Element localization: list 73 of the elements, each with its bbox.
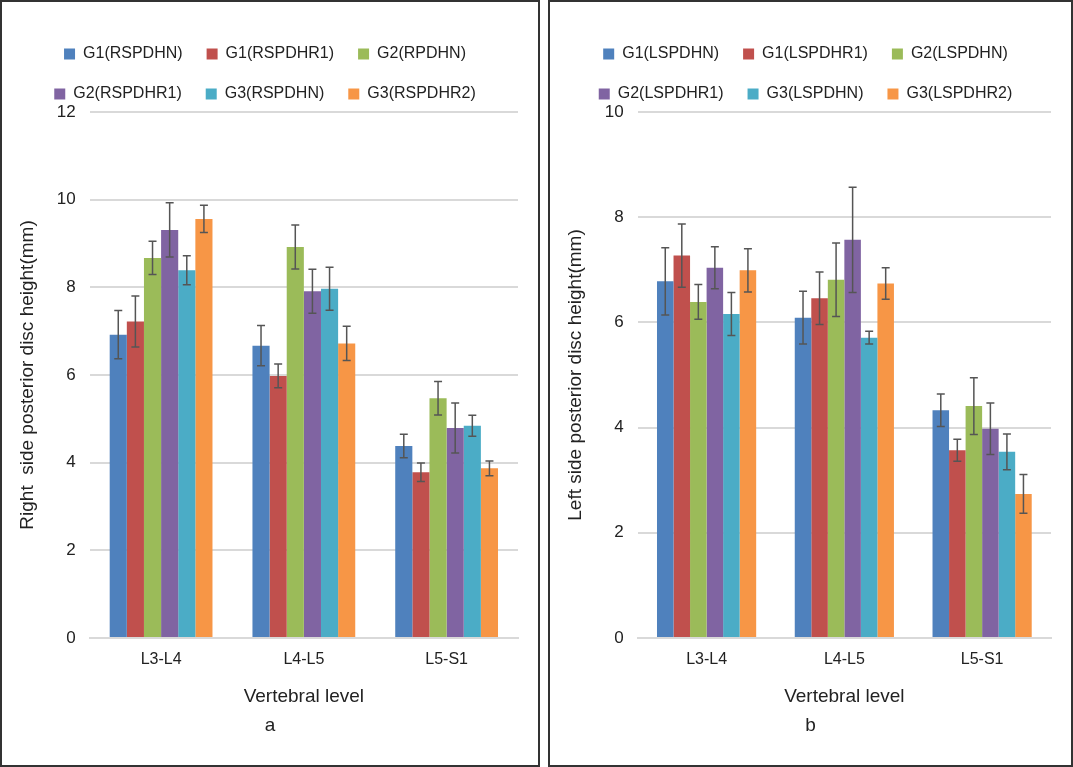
bar (126, 321, 144, 637)
y-tick-label: 2 (614, 522, 624, 542)
x-tick-label: L3-L4 (140, 650, 182, 668)
legend-label: G3(LSPDHR2) (906, 84, 1013, 102)
bar (844, 239, 861, 637)
y-tick-label: 8 (66, 277, 76, 297)
bar (252, 345, 270, 637)
bar (1015, 493, 1032, 637)
bar (965, 406, 983, 637)
bar (412, 472, 430, 637)
y-tick-label: 4 (66, 452, 76, 472)
y-tick-label: 12 (56, 101, 76, 121)
bar (982, 428, 999, 637)
bar (932, 410, 950, 637)
bar (723, 313, 740, 637)
legend-label: G2(LSPDHR1) (617, 84, 724, 102)
bar (860, 337, 878, 637)
x-tick-label: L5-S1 (960, 650, 1004, 668)
legend-label: G2(RSPDHR1) (73, 84, 182, 102)
bar (998, 451, 1016, 637)
y-tick-label: 0 (614, 627, 624, 647)
x-tick-label: L5-S1 (425, 650, 469, 668)
x-tick-label: L4-L5 (283, 650, 325, 668)
y-tick-label: 6 (614, 312, 624, 332)
bar (303, 291, 321, 637)
bar (706, 267, 724, 637)
bar (827, 279, 845, 637)
y-tick-label: 8 (614, 206, 624, 226)
bar (395, 446, 413, 637)
bar (338, 343, 356, 637)
legend-label: G3(LSPDHN) (766, 84, 864, 102)
x-axis-title: Vertebral level (784, 684, 905, 706)
bar (949, 450, 966, 637)
y-axis-title: Left side posterior disc height(mm) (563, 229, 585, 521)
x-axis-title: Vertebral level (243, 684, 365, 706)
bar (320, 288, 339, 637)
legend-label: G1(RSPDHN) (83, 44, 183, 62)
y-axis-title: Right side posterior disc height(mm) (15, 220, 37, 530)
bar (480, 468, 499, 637)
bar (286, 247, 304, 637)
legend-label: G3(RSPDHR2) (367, 84, 476, 102)
y-tick-label: 10 (56, 189, 76, 209)
bar (690, 301, 707, 637)
bar (739, 270, 757, 637)
y-tick-label: 4 (614, 417, 624, 437)
legend-label: G2(LSPDHN) (910, 44, 1008, 62)
bar (269, 375, 287, 637)
bar (143, 257, 162, 637)
legend-label: G2(RPDHN) (377, 44, 466, 62)
bar (446, 428, 464, 637)
text: a (263, 714, 277, 736)
y-tick-label: 0 (66, 627, 76, 647)
y-tick-label: 10 (604, 101, 624, 121)
bar (429, 398, 447, 637)
bar (794, 317, 812, 637)
bar (463, 425, 481, 637)
bar (657, 281, 674, 637)
legend-label: G1(LSPDHN) (622, 44, 720, 62)
bar (877, 283, 894, 637)
y-tick-label: 6 (66, 364, 76, 384)
x-tick-label: L3-L4 (686, 650, 728, 668)
legend-label: G1(RSPDHR1) (225, 44, 335, 62)
x-tick-label: L4-L5 (823, 650, 865, 668)
bar (178, 270, 196, 637)
bar (109, 334, 127, 637)
text: b (804, 714, 817, 736)
legend-label: G1(LSPDHR1) (762, 44, 868, 62)
bar (195, 218, 213, 637)
legend-label: G3(RSPDHN) (224, 84, 325, 102)
bar (811, 298, 828, 637)
bar (673, 255, 691, 637)
bar (161, 229, 179, 637)
y-tick-label: 2 (66, 540, 76, 560)
